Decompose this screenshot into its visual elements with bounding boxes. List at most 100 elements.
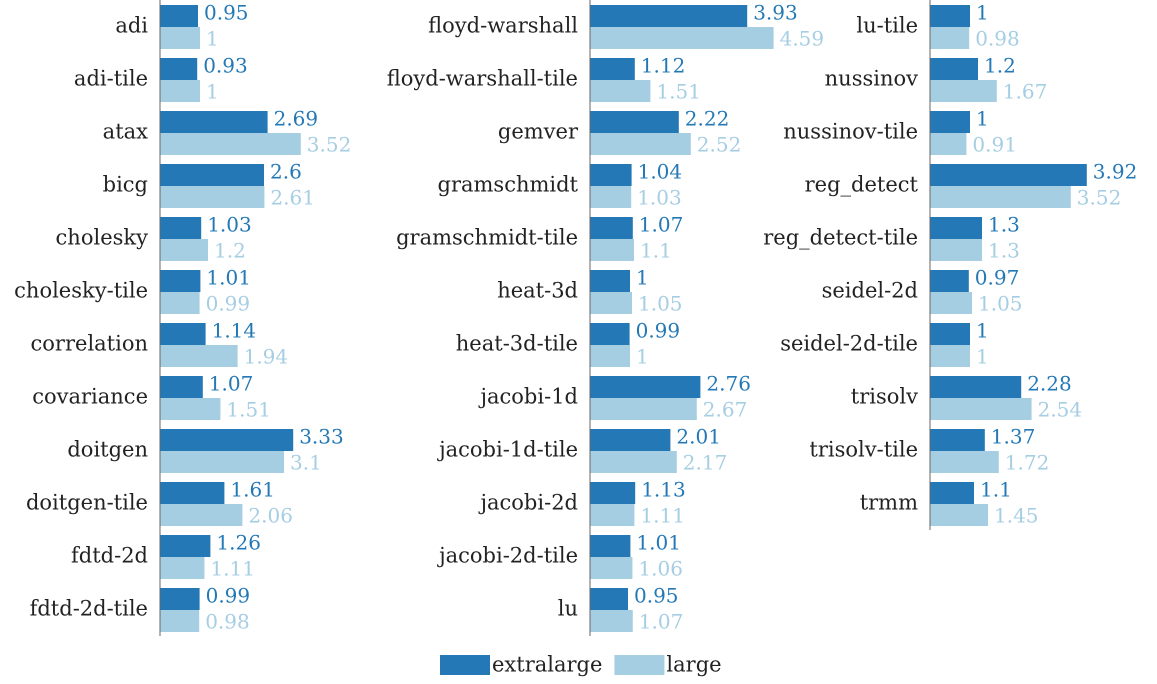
bar [590,376,701,398]
value-label: 2.67 [703,398,748,422]
value-label: 2.6 [270,160,302,184]
value-label: 3.52 [307,133,352,157]
bar [930,270,969,292]
bar [590,292,632,314]
category-label: gramschmidt-tile [396,226,578,250]
category-label: floyd-warshall-tile [387,67,578,91]
bar [590,270,630,292]
category-label: jacobi-1d [478,385,579,409]
bar [590,588,628,610]
value-label: 2.22 [685,107,730,131]
legend-swatch [440,655,490,675]
value-label: 1.07 [639,213,684,237]
value-label: 0.98 [205,610,250,634]
bar [160,376,203,398]
bar [160,27,200,49]
value-label: 3.93 [753,1,798,25]
value-label: 1.2 [984,54,1016,78]
category-label: trisolv-tile [809,438,918,462]
bar [930,504,988,526]
category-label: cholesky [56,226,149,250]
category-label: covariance [32,385,148,409]
value-label: 2.54 [1038,398,1083,422]
category-label: fdtd-2d [71,544,148,568]
value-label: 4.59 [780,27,825,51]
value-label: 1.04 [638,160,683,184]
bar [160,323,206,345]
bar [160,429,294,451]
category-label: doitgen-tile [26,491,148,515]
category-label: atax [103,120,148,144]
bar [930,111,970,133]
value-label: 1.01 [636,531,681,555]
value-label: 1.05 [978,292,1023,316]
value-label: 1.06 [638,557,683,581]
bar [160,270,201,292]
bar [160,398,221,420]
bar [590,429,671,451]
bar [160,535,211,557]
bar [930,186,1071,208]
legend-label: large [666,653,721,677]
value-label: 0.95 [634,584,679,608]
category-label: reg_detect [805,173,919,197]
bar [160,345,238,367]
value-label: 1.03 [637,186,682,210]
bar [930,5,970,27]
value-label: 1.72 [1005,451,1050,475]
value-label: 1.37 [991,425,1036,449]
bar [930,323,970,345]
bar [930,376,1022,398]
value-label: 1 [206,80,219,104]
value-label: 1.26 [216,531,261,555]
bar [160,482,225,504]
category-label: jacobi-1d-tile [436,438,578,462]
value-label: 2.17 [683,451,728,475]
bar [930,80,997,102]
bar [930,133,967,155]
bar [590,27,774,49]
value-label: 1 [976,319,989,343]
legend-swatch [614,655,665,675]
bar [590,398,697,420]
value-label: 0.95 [204,1,249,25]
value-label: 1.45 [994,504,1039,528]
value-label: 1 [636,266,649,290]
category-label: nussinov-tile [783,120,918,144]
value-label: 2.69 [274,107,319,131]
value-label: 1.3 [988,213,1020,237]
category-label: seidel-2d-tile [780,332,918,356]
bar [160,239,208,261]
category-label: gramschmidt [438,173,579,197]
bar [590,345,630,367]
bar [590,504,635,526]
value-label: 3.92 [1093,160,1138,184]
bar [590,482,636,504]
value-label: 2.28 [1027,372,1072,396]
bar [930,239,982,261]
bar [590,5,748,27]
value-label: 1.94 [244,345,289,369]
value-label: 0.91 [972,133,1017,157]
value-label: 3.52 [1077,186,1122,210]
bar [160,80,200,102]
category-label: trmm [860,491,918,515]
bar [930,58,978,80]
bar [590,133,691,155]
bar [930,398,1032,420]
category-label: adi [115,14,148,38]
value-label: 0.99 [636,319,681,343]
value-label: 1.03 [207,213,252,237]
category-label: adi-tile [74,67,148,91]
bar [160,5,198,27]
value-label: 2.61 [270,186,315,210]
value-label: 1.11 [640,504,685,528]
bar [160,217,202,239]
category-label: heat-3d-tile [456,332,578,356]
value-label: 2.52 [697,133,742,157]
value-label: 1.05 [638,292,683,316]
value-label: 3.1 [290,451,322,475]
bar [160,557,205,579]
category-label: gemver [498,120,579,144]
value-label: 0.93 [203,54,248,78]
